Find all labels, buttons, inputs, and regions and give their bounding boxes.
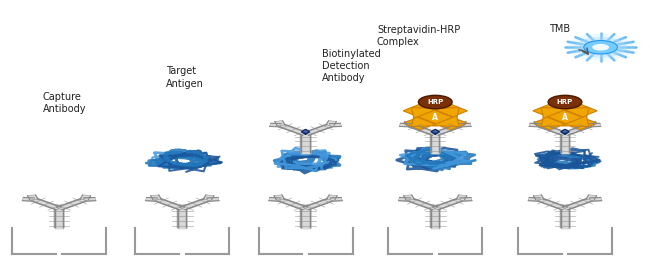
Polygon shape: [538, 124, 567, 135]
Polygon shape: [533, 104, 597, 130]
Polygon shape: [408, 124, 438, 135]
Polygon shape: [589, 123, 601, 127]
Polygon shape: [303, 198, 333, 210]
Circle shape: [584, 41, 618, 54]
Polygon shape: [403, 104, 467, 130]
Polygon shape: [541, 116, 568, 127]
Polygon shape: [590, 197, 602, 201]
Polygon shape: [562, 198, 593, 210]
Polygon shape: [151, 195, 161, 200]
Polygon shape: [528, 197, 540, 201]
Polygon shape: [179, 198, 210, 210]
Polygon shape: [326, 121, 337, 126]
Text: HRP: HRP: [427, 99, 443, 105]
Polygon shape: [562, 124, 592, 135]
Polygon shape: [274, 195, 285, 200]
Polygon shape: [529, 123, 541, 127]
Circle shape: [548, 95, 582, 109]
Text: Biotinylated
Detection
Antibody: Biotinylated Detection Antibody: [322, 49, 380, 83]
Polygon shape: [404, 195, 414, 200]
Polygon shape: [541, 108, 568, 118]
Polygon shape: [432, 108, 459, 118]
Polygon shape: [84, 197, 96, 201]
Text: Streptavidin-HRP
Complex: Streptavidin-HRP Complex: [377, 25, 460, 47]
Polygon shape: [268, 197, 281, 201]
Polygon shape: [459, 123, 471, 127]
Polygon shape: [31, 198, 62, 210]
Polygon shape: [562, 108, 589, 118]
Polygon shape: [399, 123, 411, 127]
Polygon shape: [203, 195, 214, 200]
Polygon shape: [460, 197, 472, 201]
Polygon shape: [432, 116, 459, 127]
Circle shape: [419, 95, 452, 109]
Polygon shape: [330, 197, 343, 201]
Text: Target
Antigen: Target Antigen: [166, 66, 204, 89]
Circle shape: [581, 40, 620, 55]
Polygon shape: [533, 195, 544, 200]
Polygon shape: [155, 198, 185, 210]
Polygon shape: [537, 198, 567, 210]
Polygon shape: [411, 108, 439, 118]
Polygon shape: [404, 121, 415, 126]
Polygon shape: [80, 195, 91, 200]
Polygon shape: [432, 124, 462, 135]
Polygon shape: [411, 116, 439, 127]
Polygon shape: [562, 116, 589, 127]
Polygon shape: [302, 129, 309, 134]
Text: Capture
Antibody: Capture Antibody: [43, 92, 86, 114]
Polygon shape: [146, 197, 158, 201]
Polygon shape: [533, 104, 597, 130]
Polygon shape: [303, 124, 333, 135]
Polygon shape: [207, 197, 219, 201]
Polygon shape: [432, 198, 463, 210]
Polygon shape: [278, 198, 308, 210]
Text: A: A: [562, 113, 568, 122]
Polygon shape: [326, 195, 337, 200]
Polygon shape: [456, 195, 467, 200]
Circle shape: [575, 37, 627, 57]
Polygon shape: [398, 197, 411, 201]
Polygon shape: [561, 129, 569, 134]
Polygon shape: [431, 129, 439, 134]
Text: TMB: TMB: [549, 24, 570, 34]
Polygon shape: [22, 197, 34, 201]
Circle shape: [567, 34, 634, 61]
Polygon shape: [275, 121, 285, 126]
Polygon shape: [408, 198, 438, 210]
Polygon shape: [586, 121, 596, 126]
Text: HRP: HRP: [557, 99, 573, 105]
Polygon shape: [27, 195, 38, 200]
Polygon shape: [586, 195, 597, 200]
Polygon shape: [57, 198, 87, 210]
Polygon shape: [278, 124, 308, 135]
Polygon shape: [456, 121, 466, 126]
Polygon shape: [330, 123, 341, 127]
Circle shape: [592, 44, 609, 51]
Text: A: A: [432, 113, 438, 122]
Polygon shape: [403, 104, 467, 130]
Polygon shape: [534, 121, 545, 126]
Polygon shape: [270, 123, 281, 127]
